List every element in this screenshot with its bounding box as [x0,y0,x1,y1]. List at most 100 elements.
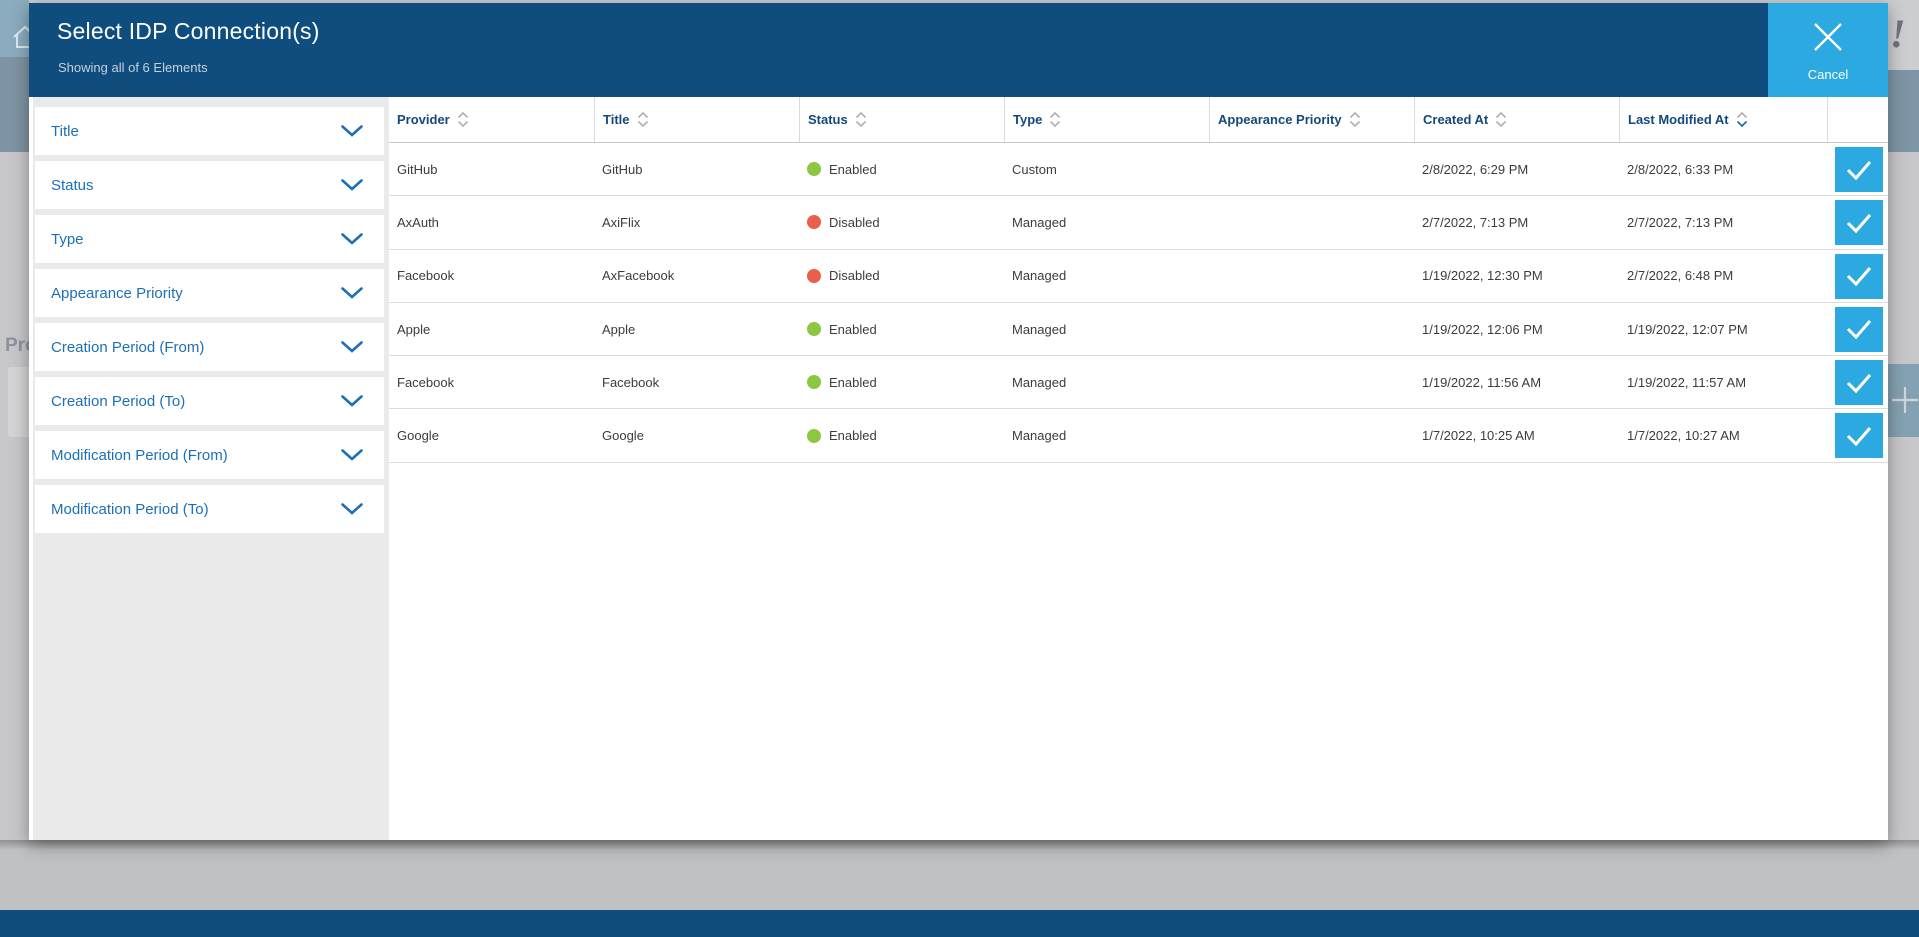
filter-creation-period-from[interactable]: Creation Period (From) [35,323,384,371]
filter-sidebar: Title Status Type Appearance Priority Cr… [33,97,389,840]
column-header-select [1827,97,1888,142]
column-header-title[interactable]: Title [594,97,799,142]
cell-provider: Apple [397,321,431,337]
cell-title: Facebook [602,374,660,390]
cell-provider: Google [397,428,439,444]
select-idp-connections-dialog: Select IDP Connection(s) Showing all of … [29,3,1888,840]
sort-arrows-icon [1349,111,1360,128]
status-label: Enabled [829,374,877,390]
sort-arrows-icon [457,111,468,128]
cell-type: Custom [1012,161,1057,177]
status-dot [807,268,821,283]
column-label: Created At [1423,112,1489,127]
column-header-last_modified_at[interactable]: Last Modified At [1619,97,1827,142]
row-selected-checkbox[interactable] [1835,253,1883,299]
column-header-status[interactable]: Status [799,97,1004,142]
row-selected-checkbox[interactable] [1835,306,1883,352]
row-selected-checkbox[interactable] [1835,200,1883,246]
status-dot [807,428,821,443]
idp-connections-table: Provider Title Status Type Appearance Pr… [389,97,1888,840]
table-row[interactable]: Facebook AxFacebook Disabled Managed 1/1… [389,250,1888,303]
table-body: GitHub GitHub Enabled Custom 2/8/2022, 6… [389,143,1888,463]
page-footer-bar [0,910,1919,937]
filter-appearance-priority[interactable]: Appearance Priority [35,269,384,317]
chevron-down-icon [341,179,363,191]
cell-type: Managed [1012,268,1067,284]
checkmark-icon [1846,426,1872,447]
chevron-down-icon [341,395,363,407]
status-dot [807,375,821,390]
cell-last-modified-at: 2/8/2022, 6:33 PM [1627,161,1734,177]
cancel-button[interactable]: Cancel [1768,3,1888,97]
page-behind-partial-title: Pro [5,335,29,356]
add-button-fragment [1888,364,1919,437]
filter-type[interactable]: Type [35,215,384,263]
table-row[interactable]: Apple Apple Enabled Managed 1/19/2022, 1… [389,303,1888,357]
cell-type: Managed [1012,374,1067,390]
cell-created-at: 2/8/2022, 6:29 PM [1422,161,1529,177]
sort-arrows-icon [1050,111,1061,128]
filter-title[interactable]: Title [35,107,384,155]
table-row[interactable]: Google Google Enabled Managed 1/7/2022, … [389,409,1888,463]
row-selected-checkbox[interactable] [1835,360,1883,406]
checkmark-icon [1846,213,1872,233]
status-dot [807,215,821,230]
cell-created-at: 1/7/2022, 10:25 AM [1422,428,1535,444]
cell-status: Enabled [799,356,1004,408]
cell-created-at: 1/19/2022, 12:06 PM [1422,321,1543,337]
status-label: Disabled [829,268,880,284]
cell-appearance-priority [1209,143,1414,195]
row-selected-checkbox[interactable] [1835,147,1883,192]
column-label: Type [1013,112,1043,127]
filter-modification-period-from[interactable]: Modification Period (From) [35,431,384,479]
filter-label: Modification Period (To) [51,500,209,518]
cell-provider: GitHub [397,161,438,177]
table-row[interactable]: GitHub GitHub Enabled Custom 2/8/2022, 6… [389,143,1888,197]
table-row[interactable]: AxAuth AxiFlix Disabled Managed 2/7/2022… [389,196,1888,250]
cell-appearance-priority [1209,409,1414,461]
checkmark-icon [1846,160,1872,180]
cell-last-modified-at: 2/7/2022, 6:48 PM [1627,268,1734,284]
cell-title: Google [602,428,644,444]
modal-drop-shadow [0,840,1919,850]
page-behind-topright: ! [1888,0,1919,70]
cell-appearance-priority [1209,250,1414,302]
cancel-button-label: Cancel [1807,67,1849,82]
page-behind-content-right [1888,152,1919,937]
cell-appearance-priority [1209,303,1414,355]
cell-last-modified-at: 1/7/2022, 10:27 AM [1627,428,1740,444]
dialog-title: Select IDP Connection(s) [57,18,320,44]
cell-status: Enabled [799,143,1004,195]
column-header-type[interactable]: Type [1004,97,1209,142]
cell-title: Apple [602,321,636,337]
filter-creation-period-to[interactable]: Creation Period (To) [35,377,384,425]
filter-label: Appearance Priority [51,284,183,302]
close-icon [1814,23,1842,51]
table-row[interactable]: Facebook Facebook Enabled Managed 1/19/2… [389,356,1888,410]
checkmark-icon [1846,267,1872,287]
column-header-created_at[interactable]: Created At [1414,97,1619,142]
cell-provider: Facebook [397,268,455,284]
cell-title: GitHub [602,161,643,177]
cell-appearance-priority [1209,356,1414,408]
status-label: Enabled [829,428,877,444]
table-header-row: Provider Title Status Type Appearance Pr… [389,97,1888,143]
column-label: Status [808,112,848,127]
chevron-down-icon [341,503,363,515]
status-dot [807,162,821,177]
cell-provider: Facebook [397,374,455,390]
filter-status[interactable]: Status [35,161,384,209]
filter-modification-period-to[interactable]: Modification Period (To) [35,485,384,533]
row-selected-checkbox[interactable] [1835,413,1883,459]
page-behind-subheader-band [0,57,29,152]
cell-title: AxFacebook [602,268,675,284]
column-header-appearance_priority[interactable]: Appearance Priority [1209,97,1414,142]
page-behind-left-strip: Pro [0,0,29,937]
cell-created-at: 1/19/2022, 11:56 AM [1422,374,1542,390]
cell-last-modified-at: 1/19/2022, 12:07 PM [1627,321,1748,337]
filter-label: Type [51,230,84,248]
column-header-provider[interactable]: Provider [389,97,594,142]
cell-status: Enabled [799,409,1004,461]
page-behind-content: Pro [0,152,29,937]
chevron-down-icon [341,287,363,299]
